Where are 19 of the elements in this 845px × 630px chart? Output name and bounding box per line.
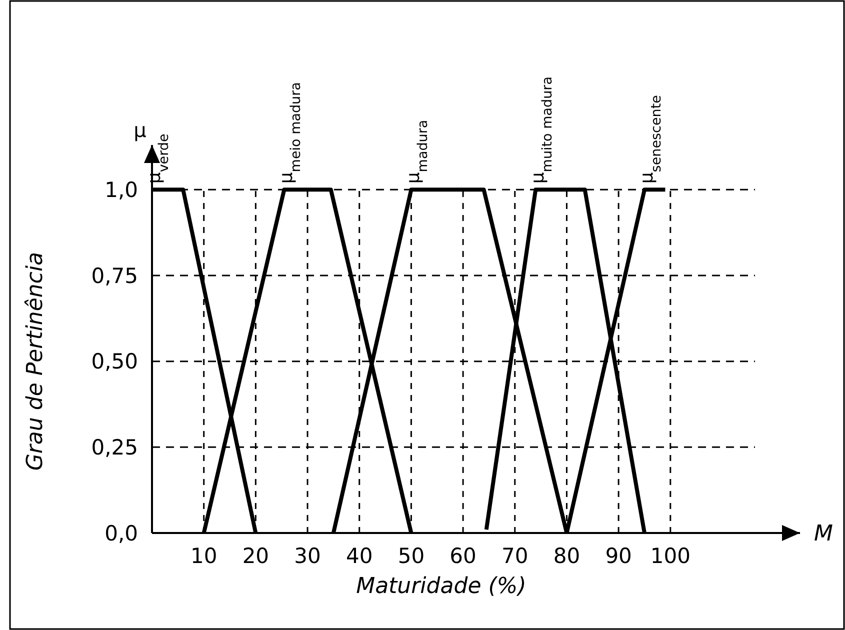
y-tick-label: 0,0	[104, 521, 138, 546]
text: μ	[134, 118, 147, 142]
x-tick-label: 80	[553, 544, 580, 568]
x-tick-label: 40	[346, 544, 373, 568]
y-tick-label: 1,0	[104, 178, 138, 202]
x-tick-label: 50	[398, 544, 425, 568]
x-tick-label: 10	[190, 544, 218, 568]
x-tick-label: 100	[650, 544, 690, 568]
y-tick-label: 0,75	[91, 264, 138, 288]
x-tick-label: 60	[450, 544, 476, 568]
x-tick-label: 70	[502, 544, 528, 568]
text: M	[814, 522, 833, 547]
y-axis-title: Grau de Pertinência	[23, 252, 48, 471]
x-tick-label: 20	[242, 544, 270, 568]
y-tick-label: 0,25	[91, 436, 138, 460]
x-axis-title: Maturidade (%)	[356, 574, 526, 599]
x-tick-label: 30	[294, 544, 321, 568]
y-tick-label: 0,50	[91, 350, 138, 374]
x-tick-label: 90	[605, 544, 632, 568]
